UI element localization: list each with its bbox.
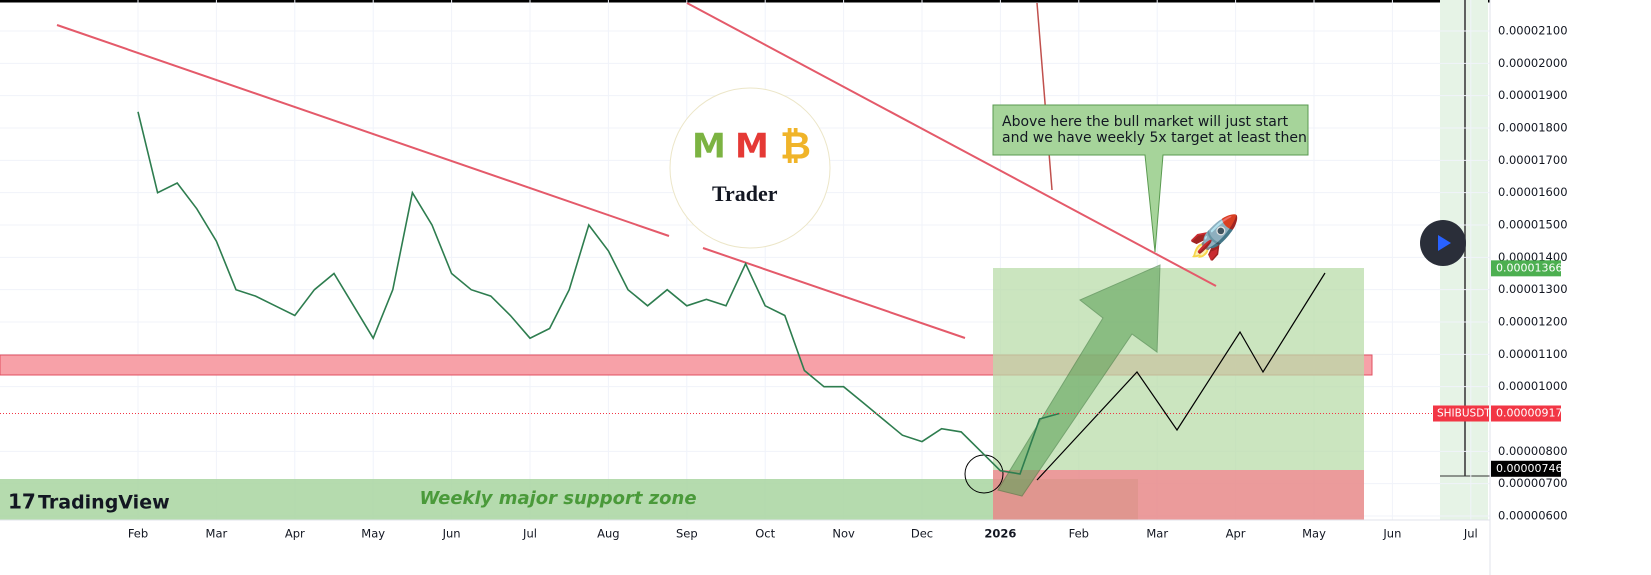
x-tick-label: Apr [285, 527, 305, 541]
logo-text: Trader [712, 181, 778, 206]
symbol-label: SHIBUSDT [1437, 408, 1491, 420]
support-zone [0, 479, 1138, 520]
price-tag [1491, 260, 1561, 277]
x-tick-label: Aug [597, 527, 619, 541]
price-line [137, 111, 1060, 475]
y-tick-label: 0.00002100 [1498, 24, 1568, 38]
y-tick-label: 0.00001600 [1498, 185, 1568, 199]
y-tick-label: 0.00001100 [1498, 347, 1568, 361]
support-label: Weekly major support zone [419, 488, 696, 509]
x-tick-label: Apr [1226, 527, 1246, 541]
logo-circle [669, 87, 831, 249]
logo-mark: ₿ [780, 124, 811, 168]
brand-icon: 17 [8, 490, 36, 514]
trendline [1036, 2, 1053, 191]
x-tick-label: Oct [755, 527, 775, 541]
price-tag [1491, 460, 1561, 477]
x-tick-label: May [361, 527, 385, 541]
callout-box [992, 104, 1309, 253]
price-label: 0.00001366 [1496, 261, 1562, 274]
x-tick-label: Mar [1146, 527, 1168, 541]
x-tick-label: Feb [128, 527, 148, 541]
y-tick-label: 0.00001500 [1498, 218, 1568, 232]
projection-path [1036, 272, 1326, 481]
x-tick-label: Feb [1069, 527, 1089, 541]
price-label: 0.00000746 [1496, 462, 1562, 475]
logo-mark: M [735, 127, 769, 167]
symbol-tag [1433, 405, 1489, 422]
trendline [686, 2, 1217, 287]
price-tag [1491, 405, 1561, 422]
brand: TradingView [38, 492, 170, 514]
y-tick-label: 0.00001000 [1498, 379, 1568, 393]
y-tick-label: 0.00001300 [1498, 282, 1568, 296]
y-tick-label: 0.00001900 [1498, 88, 1568, 102]
x-tick-label: May [1302, 527, 1326, 541]
y-tick-label: 0.00001700 [1498, 153, 1568, 167]
x-tick-label: Jul [522, 527, 537, 541]
y-tick-label: 0.00000600 [1498, 509, 1568, 523]
callout-text: Above here the bull market will just sta… [1002, 114, 1289, 130]
y-tick-label: 0.00001200 [1498, 315, 1568, 329]
logo-mark: M [692, 127, 726, 167]
stop-zone [993, 470, 1364, 520]
x-tick-label: Dec [911, 527, 933, 541]
trendline [56, 24, 670, 237]
rocket: 🚀 [1188, 213, 1240, 262]
x-tick-label: 2026 [984, 527, 1016, 541]
y-tick-label: 0.00002000 [1498, 56, 1568, 70]
play-icon [1438, 235, 1451, 251]
y-tick-label: 0.00000700 [1498, 476, 1568, 490]
x-tick-label: Nov [832, 527, 855, 541]
x-tick-label: Jun [1382, 527, 1401, 541]
x-tick-label: Sep [676, 527, 698, 541]
callout-text: and we have weekly 5x target at least th… [1002, 130, 1307, 146]
x-tick-label: Jun [442, 527, 461, 541]
price-label: 0.00000917 [1496, 407, 1562, 420]
y-tick-label: 0.00001800 [1498, 121, 1568, 135]
trendline [702, 247, 966, 339]
arrow [997, 264, 1161, 497]
x-tick-label: Jul [1463, 527, 1478, 541]
y-tick-label: 0.00000800 [1498, 444, 1568, 458]
x-tick-label: Mar [206, 527, 228, 541]
